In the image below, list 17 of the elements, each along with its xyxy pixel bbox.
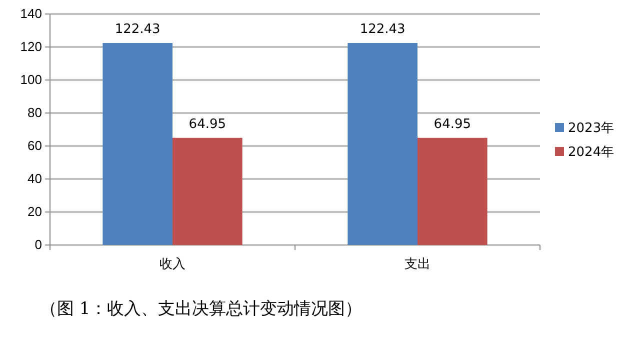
y-tick-label: 20 — [28, 204, 42, 220]
x-tick-label: 支出 — [404, 256, 430, 272]
legend-label: 2024年 — [568, 145, 614, 160]
y-tick-label: 120 — [20, 39, 42, 54]
data-label: 64.95 — [188, 116, 226, 132]
data-label: 122.43 — [360, 22, 406, 37]
y-tick-label: 140 — [20, 6, 42, 22]
x-tick-label: 收入 — [160, 256, 186, 272]
y-tick-label: 80 — [28, 105, 42, 120]
text: （图 1：收入、支出决算总计变动情况图） — [40, 299, 362, 319]
legend-label: 2023年 — [568, 121, 614, 136]
y-tick-label: 40 — [28, 171, 42, 186]
data-label: 122.43 — [114, 22, 160, 37]
y-tick-label: 60 — [28, 138, 42, 154]
y-tick-label: 0 — [34, 237, 42, 252]
data-label: 64.95 — [434, 116, 472, 132]
y-tick-label: 100 — [20, 72, 42, 88]
